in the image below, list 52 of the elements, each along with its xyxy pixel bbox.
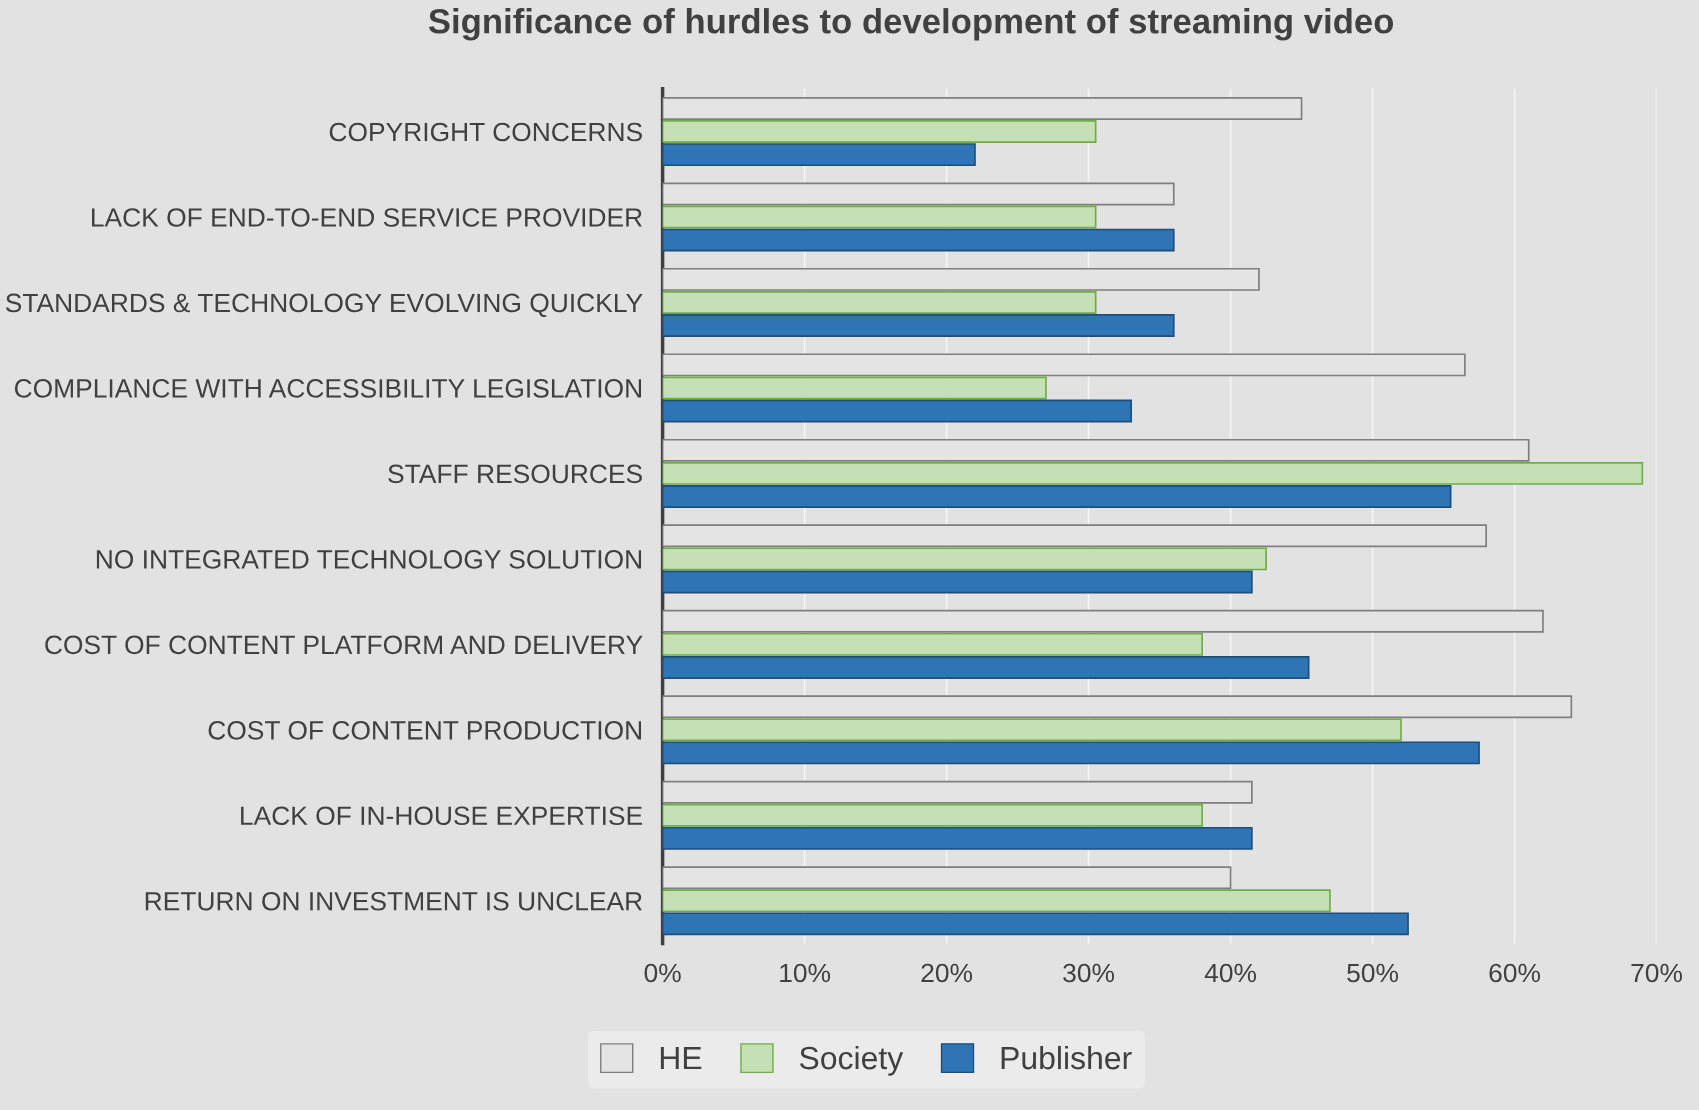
bar [662, 182, 1175, 206]
chart-title: Significance of hurdles to development of streaming video [428, 8, 1394, 41]
bar [662, 632, 1203, 656]
x-tick-label: 10% [780, 963, 831, 983]
bar [662, 803, 1203, 827]
y-tick-label: STANDARDS & TECHNOLOGY EVOLVING QUICKLY [5, 293, 643, 318]
x-tick-label: 40% [1204, 963, 1257, 983]
legend-label: Society [799, 1045, 904, 1076]
x-tick-label: 70% [1631, 963, 1682, 983]
bar [662, 97, 1303, 120]
bar [662, 485, 1452, 508]
bar [662, 718, 1402, 742]
bar [662, 143, 976, 167]
bar [662, 376, 1047, 400]
bar [662, 912, 1409, 936]
bar [662, 120, 1097, 143]
bar [662, 826, 1253, 850]
bar [662, 205, 1097, 229]
bar [662, 267, 1260, 291]
bar [662, 889, 1331, 913]
bar [662, 609, 1544, 633]
bar [662, 461, 1644, 485]
bar [662, 353, 1466, 377]
bar [662, 741, 1480, 765]
bar [662, 866, 1232, 890]
bar [662, 524, 1487, 548]
y-tick-label: LACK OF IN-HOUSE EXPERTISE [241, 806, 643, 826]
bar [662, 780, 1253, 804]
bar [662, 655, 1310, 679]
legend-label: Publisher [1001, 1045, 1132, 1070]
x-tick-label: 20% [921, 963, 973, 983]
y-tick-label: COMPLIANCE WITH ACCESSIBILITY LEGISLATION [14, 379, 642, 398]
x-tick-label: 0% [644, 963, 681, 983]
bar [662, 547, 1267, 571]
x-tick-label: 60% [1489, 963, 1541, 983]
y-tick-label: LACK OF END-TO-END SERVICE PROVIDER [92, 208, 642, 227]
bar [662, 438, 1530, 462]
x-tick-label: 30% [1063, 963, 1115, 983]
bar [662, 314, 1175, 338]
y-tick-label: COST OF CONTENT PRODUCTION [208, 720, 642, 740]
bar [662, 695, 1573, 719]
y-tick-label: COPYRIGHT CONCERNS [329, 122, 642, 142]
bar [662, 228, 1175, 252]
bar [662, 291, 1097, 314]
legend-label: HE [660, 1047, 702, 1070]
x-tick-label: 50% [1347, 963, 1399, 983]
bar [662, 570, 1253, 594]
y-tick-label: NO INTEGRATED TECHNOLOGY SOLUTION [96, 550, 642, 569]
y-tick-label: COST OF CONTENT PLATFORM AND DELIVERY [45, 635, 643, 655]
bar [662, 399, 1133, 423]
y-tick-label: RETURN ON INVESTMENT IS UNCLEAR [145, 891, 642, 911]
y-tick-label: STAFF RESOURCES [388, 464, 642, 484]
